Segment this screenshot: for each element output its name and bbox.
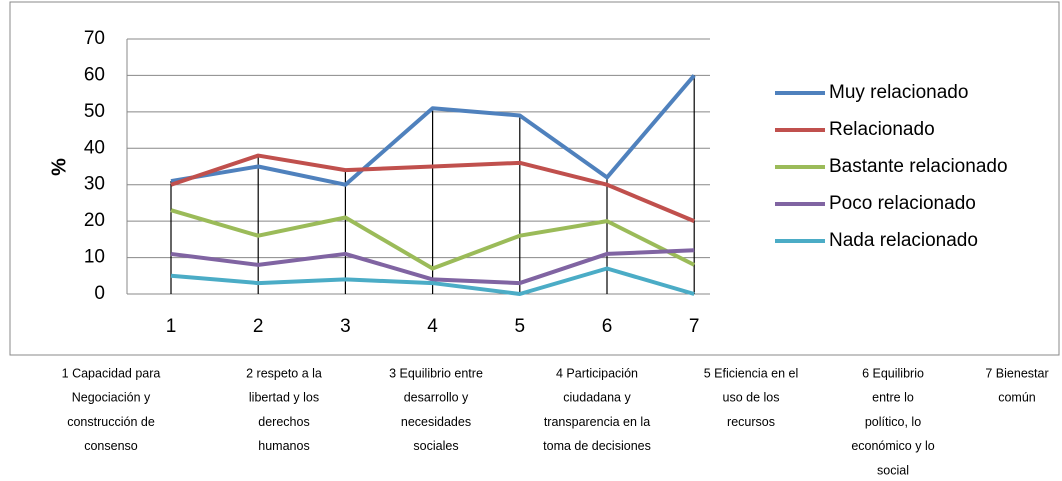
x-tick-label: 1 (166, 316, 177, 337)
category-description: derechos (258, 415, 309, 429)
y-axis-label: % (48, 158, 70, 176)
y-tick-label: 40 (84, 137, 105, 158)
category-description: 1 Capacidad para (62, 366, 161, 380)
chart-frame (9, 1, 1060, 356)
y-tick-label: 70 (84, 28, 105, 49)
legend-label: Muy relacionado (829, 82, 968, 103)
category-description: humanos (258, 439, 309, 453)
series-line (170, 248, 695, 286)
x-tick-label: 4 (427, 316, 438, 337)
y-tick-label: 10 (84, 247, 105, 268)
category-description: sociales (413, 439, 458, 453)
category-description: 7 Bienestar (985, 366, 1048, 380)
y-tick-label: 60 (84, 64, 105, 85)
category-description: 4 Participación (556, 366, 638, 380)
category-description: desarrollo y (404, 391, 469, 405)
x-tick-label: 6 (602, 316, 613, 337)
category-description: 5 Eficiencia en el (704, 366, 799, 380)
category-description: uso de los (723, 391, 780, 405)
x-tick-label: 5 (515, 316, 526, 337)
category-description: 6 Equilibrio (862, 366, 924, 380)
category-description: consenso (84, 439, 138, 453)
category-description: transparencia en la (544, 415, 650, 429)
category-description: 2 respeto a la (246, 366, 322, 380)
category-description: social (877, 463, 909, 477)
category-description: toma de decisiones (543, 439, 651, 453)
series-line (170, 153, 695, 223)
x-tick-label: 7 (689, 316, 700, 337)
y-tick-label: 0 (94, 283, 105, 304)
category-description: entre lo (872, 391, 914, 405)
category-description: libertad y los (249, 391, 319, 405)
series-line (170, 208, 696, 271)
category-description: político, lo (865, 415, 921, 429)
legend-label: Relacionado (829, 119, 935, 140)
category-description: 3 Equilibrio entre (389, 366, 483, 380)
x-tick-label: 3 (340, 316, 351, 337)
y-tick-label: 50 (84, 101, 105, 122)
x-tick-label: 2 (253, 316, 264, 337)
category-description: recursos (727, 415, 775, 429)
series-line (170, 266, 695, 296)
y-tick-label: 30 (84, 174, 105, 195)
category-description: Negociación y (72, 391, 151, 405)
legend-label: Poco relacionado (829, 193, 976, 214)
series-line (170, 74, 696, 187)
y-tick-label: 20 (84, 210, 105, 231)
legend-label: Nada relacionado (829, 230, 978, 251)
legend-label: Bastante relacionado (829, 156, 1008, 177)
category-description: construcción de (67, 415, 155, 429)
category-description: necesidades (401, 415, 471, 429)
category-description: común (998, 391, 1036, 405)
category-description: económico y lo (851, 439, 934, 453)
category-description: ciudadana y (563, 391, 631, 405)
